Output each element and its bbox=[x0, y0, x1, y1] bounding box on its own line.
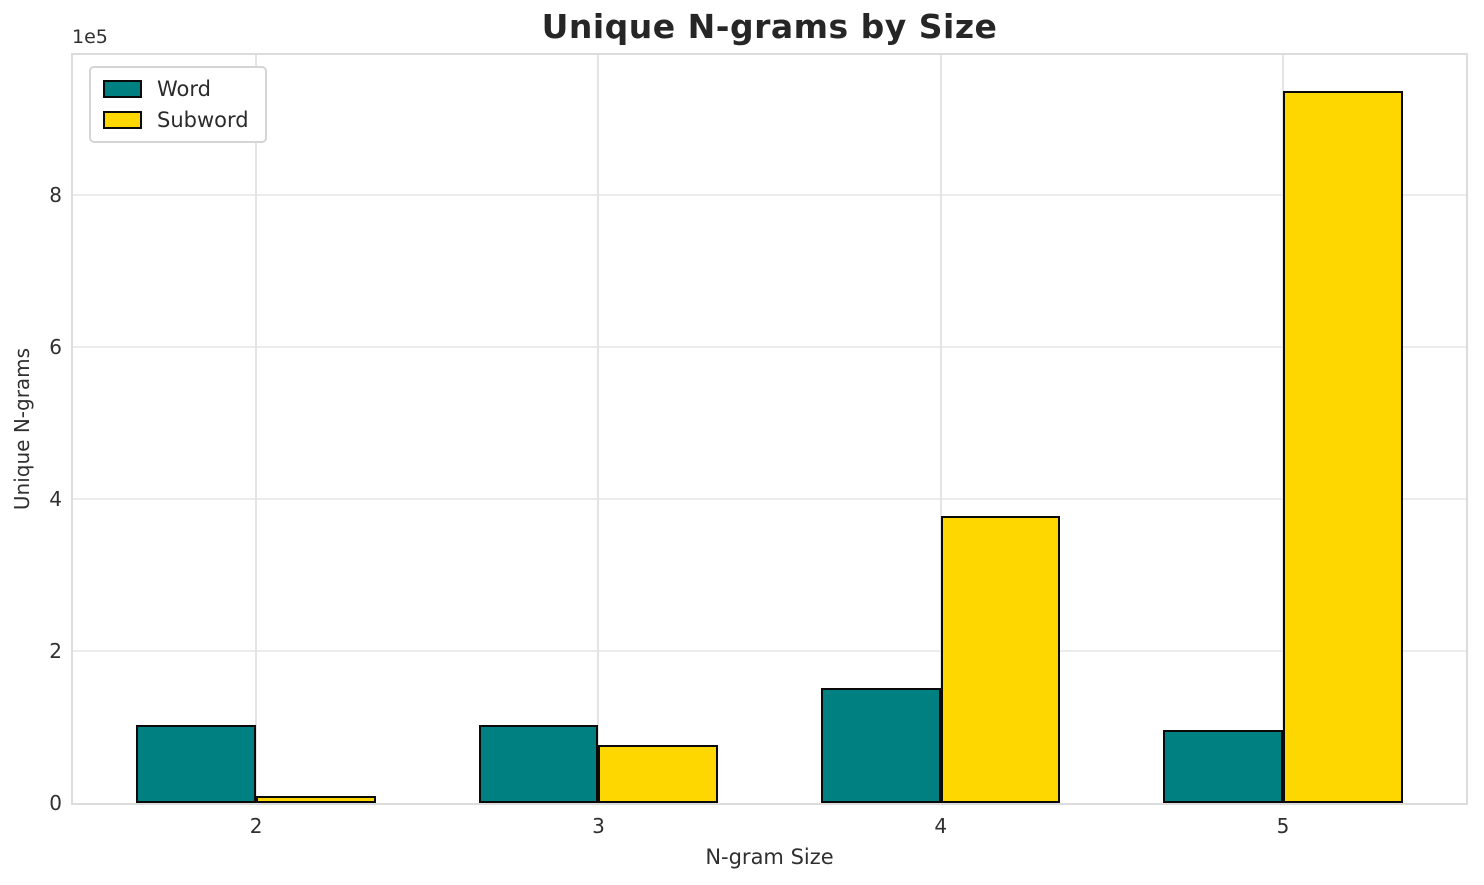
y-tick-label-8: 8 bbox=[49, 182, 62, 207]
legend-swatch-word bbox=[103, 80, 142, 98]
bar-word-5 bbox=[1163, 730, 1283, 803]
legend-label-word: Word bbox=[157, 77, 211, 101]
x-tick-label-5: 5 bbox=[1276, 814, 1290, 838]
legend-entry-subword: Subword bbox=[103, 108, 249, 132]
gridline-y-4 bbox=[73, 497, 1466, 500]
y-tick-label-0: 0 bbox=[49, 791, 62, 815]
x-axis-label: N-gram Size bbox=[705, 845, 834, 869]
x-tick-label-2: 2 bbox=[249, 814, 263, 838]
legend-label-subword: Subword bbox=[157, 108, 249, 132]
bar-subword-3 bbox=[598, 745, 719, 803]
y-tick-label-4: 4 bbox=[49, 486, 62, 511]
x-tick-label-3: 3 bbox=[592, 814, 605, 838]
legend: Word Subword bbox=[89, 66, 267, 143]
chart-title: Unique N-grams by Size bbox=[541, 7, 998, 46]
gridline-x-3 bbox=[597, 55, 600, 803]
gridline-y-8 bbox=[73, 193, 1466, 196]
legend-swatch-subword bbox=[103, 111, 142, 129]
y-tick-label-2: 2 bbox=[49, 638, 62, 663]
gridline-y-2 bbox=[73, 649, 1466, 652]
legend-entry-word: Word bbox=[103, 77, 249, 101]
bar-subword-2 bbox=[256, 796, 376, 803]
bar-subword-4 bbox=[940, 515, 1061, 803]
y-axis-label: Unique N-grams bbox=[10, 347, 34, 511]
y-axis-offset-label: 1e5 bbox=[72, 26, 108, 48]
gridline-y-6 bbox=[73, 345, 1466, 348]
bar-word-3 bbox=[478, 724, 599, 803]
bar-subword-5 bbox=[1282, 90, 1403, 803]
bar-word-4 bbox=[820, 688, 941, 803]
x-tick-label-4: 4 bbox=[934, 814, 948, 838]
gridline-x-2 bbox=[255, 55, 258, 803]
plot-area: Word Subword bbox=[71, 53, 1468, 805]
y-tick-label-6: 6 bbox=[49, 334, 62, 359]
bar-word-2 bbox=[136, 724, 257, 803]
gridline-x-4 bbox=[939, 55, 942, 803]
